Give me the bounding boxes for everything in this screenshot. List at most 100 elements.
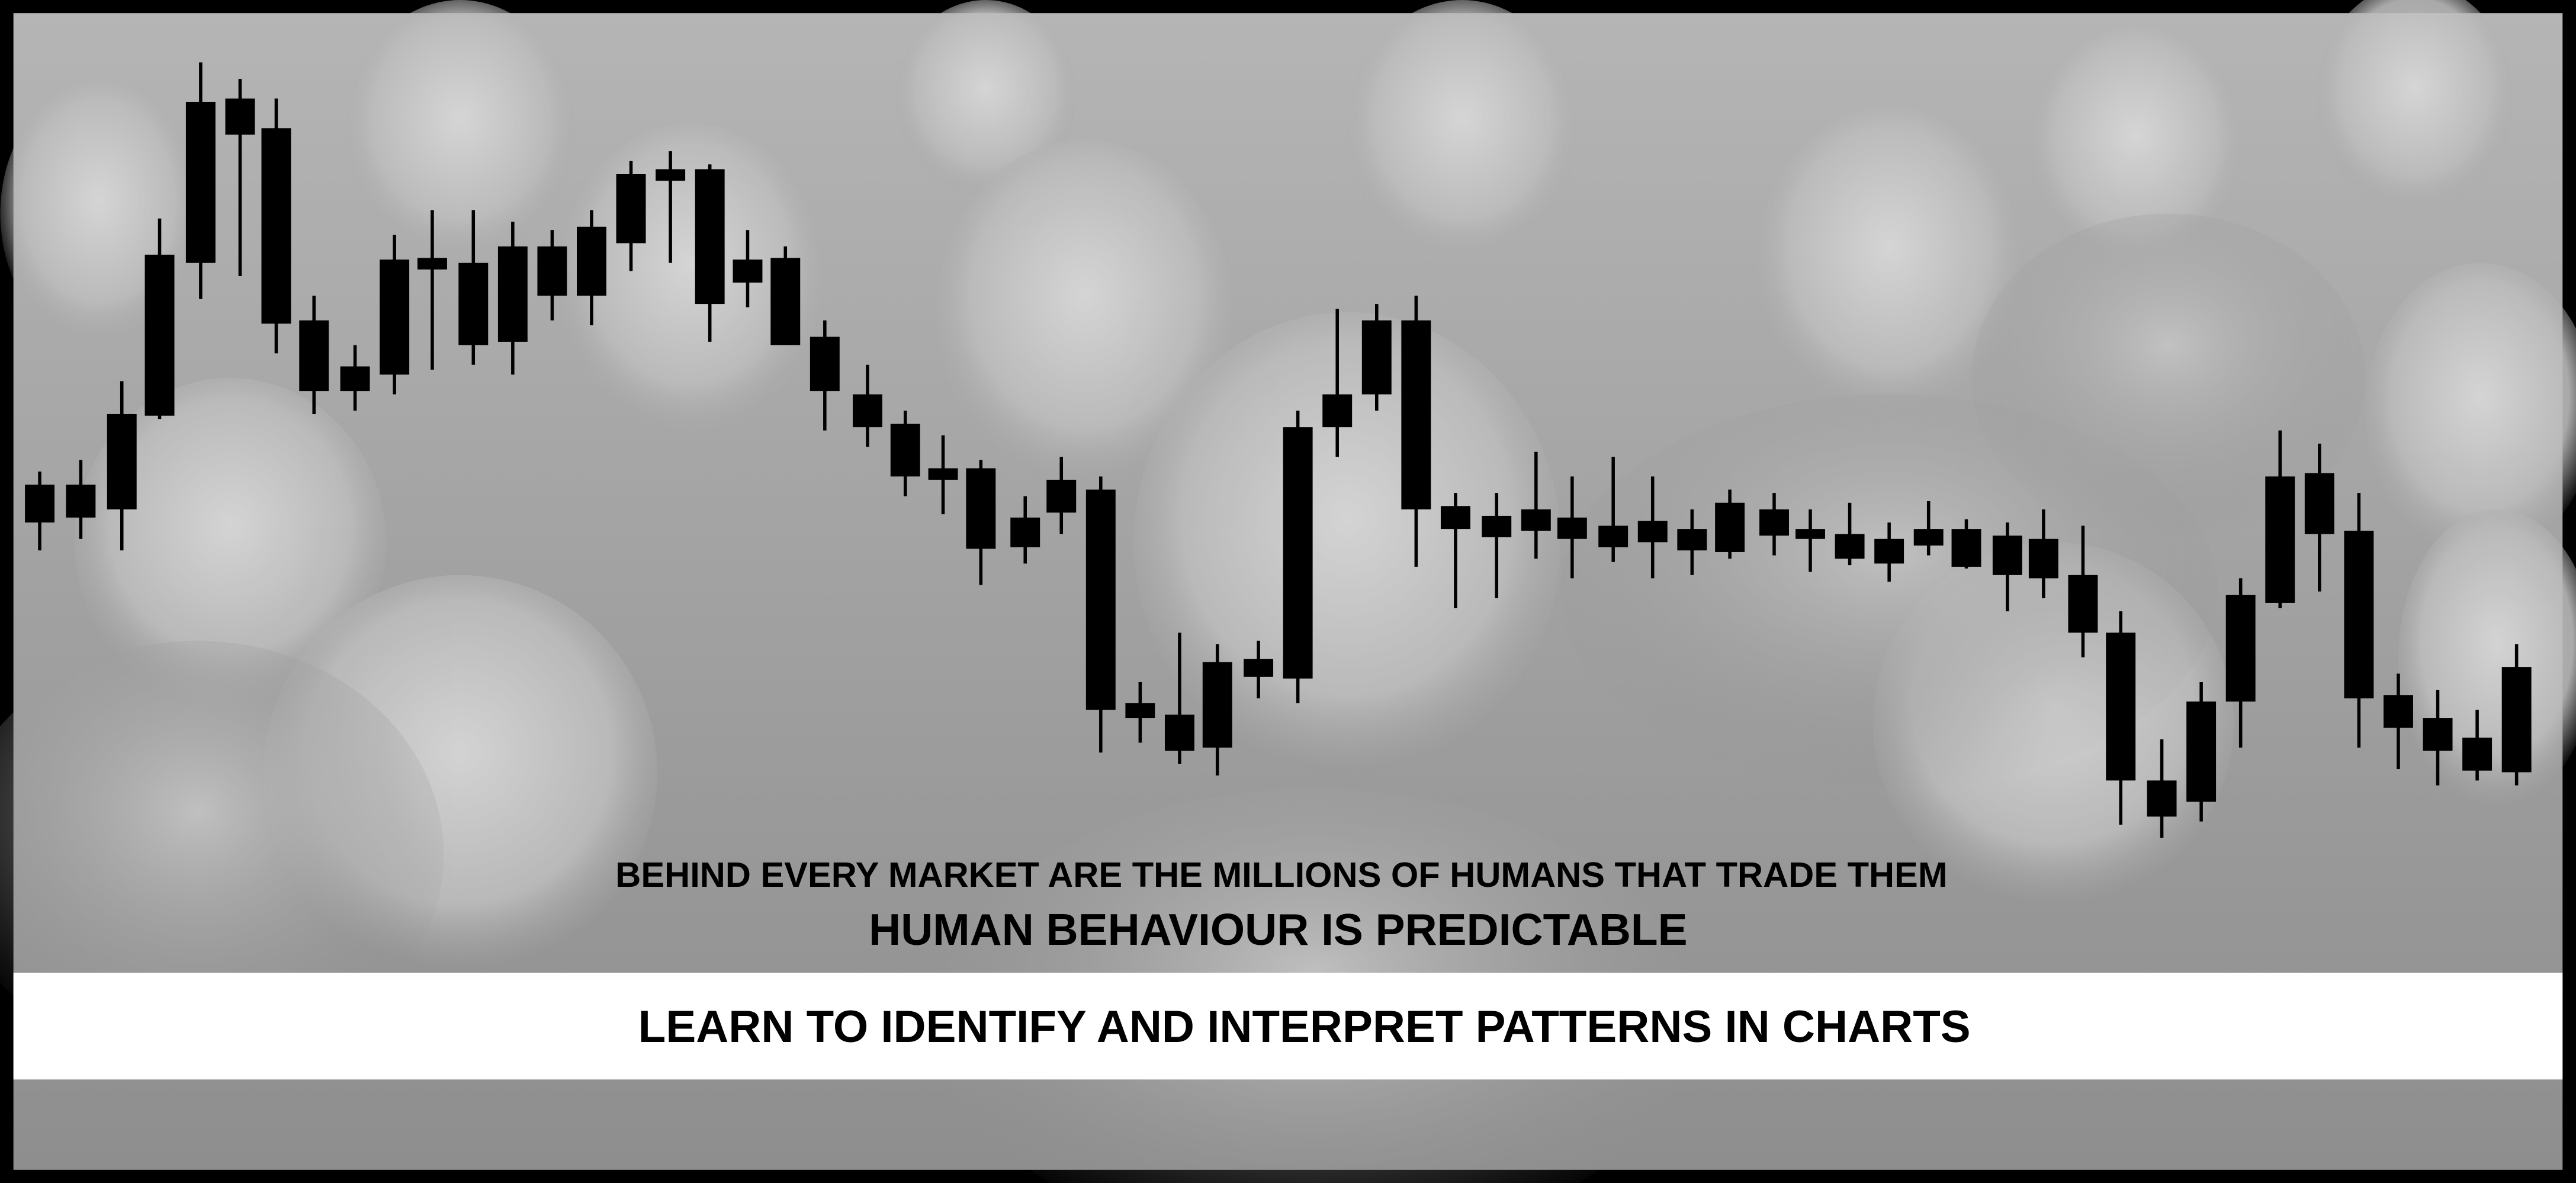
candlestick [2265,430,2295,608]
candle-body [1759,509,1789,536]
candlestick [1164,632,1194,764]
candle-body [1677,529,1707,551]
candlestick [656,151,686,263]
candlestick [1796,509,1825,572]
candle-body [2383,695,2413,728]
candle-body [695,169,725,304]
candle-body [417,258,447,270]
candle-body [1796,529,1825,539]
candlestick [1637,476,1668,579]
candle-body [1482,515,1512,537]
candle-body [1010,517,1040,547]
candlestick [2106,611,2136,825]
candlestick [66,460,96,539]
candlestick [185,62,216,299]
candlestick [2501,644,2532,786]
candle-body [1557,517,1587,539]
candlestick [144,218,175,419]
candle-body [1715,502,1745,552]
candle-body [810,336,840,392]
candlestick [1244,640,1274,698]
candle-body [616,174,646,243]
candlestick [1874,522,1904,582]
candlestick [537,230,567,320]
candle-body [1085,489,1116,710]
candle-body [2265,476,2295,603]
candlestick [261,98,291,354]
candlestick [2304,443,2334,592]
candle-body [2423,718,2453,751]
candle-body [928,468,958,480]
candlestick [852,364,882,447]
candlestick [340,345,370,411]
candle-body [2068,575,2098,633]
candlestick [1440,493,1470,608]
headline: HUMAN BEHAVIOUR IS PREDICTABLE [869,905,1687,954]
candlestick [417,210,447,370]
candlestick [1992,522,2022,611]
candlestick [695,164,725,342]
candlestick [733,230,763,307]
candle-body [2186,701,2217,802]
candle-body [1874,538,1904,564]
candlestick [1557,476,1587,579]
candle-body [656,169,686,181]
candle-body [144,254,175,416]
candlestick [890,411,920,496]
candlestick [616,161,646,271]
candlestick [1835,502,1865,566]
candle-body [1322,394,1353,428]
candlestick [2186,682,2217,822]
candlestick [810,320,840,431]
tagline: BEHIND EVERY MARKET ARE THE MILLIONS OF … [615,855,1947,895]
candlestick [770,246,801,345]
candle-body [770,258,801,345]
candle-body [340,366,370,392]
candle-body [966,468,996,549]
candle-body [2106,632,2136,781]
candle-body [2462,738,2493,771]
candlestick [2344,493,2374,748]
candlestick [225,79,255,276]
cta-band [13,972,2563,1080]
candle-body [2028,538,2058,579]
candlestick [1521,451,1551,559]
candle-body [1202,662,1232,748]
candle-body [1125,703,1155,719]
candle-body [1361,320,1392,395]
candle-body [66,485,96,518]
candle-body [1401,320,1431,509]
candle-body [497,246,528,342]
candle-body [1521,509,1551,531]
candle-body [1244,659,1274,677]
candlestick [299,296,329,414]
candlestick [2068,525,2098,658]
candle-body [1283,427,1313,679]
candlestick [1759,493,1789,556]
candlestick [107,381,137,551]
candle-body [1637,521,1668,543]
candlestick [1482,493,1512,598]
candle-body [1598,525,1629,547]
candle-body [1164,714,1194,751]
candlestick [497,222,528,375]
candlestick [1401,296,1431,567]
candlestick [1283,411,1313,704]
candle-body [537,246,567,296]
candle-body [2304,473,2334,534]
candlestick [1202,644,1232,776]
candlestick [1046,457,1077,534]
candlestick [1125,682,1155,743]
candle-body [380,259,410,375]
candle-body [185,101,216,263]
candle-body [107,413,137,509]
candle-body [2344,530,2374,698]
candlestick [2225,578,2256,748]
candle-body [225,98,255,135]
candle-body [458,262,489,345]
candle-body [1835,534,1865,559]
candlestick [1913,501,1944,556]
candlestick [25,472,55,551]
